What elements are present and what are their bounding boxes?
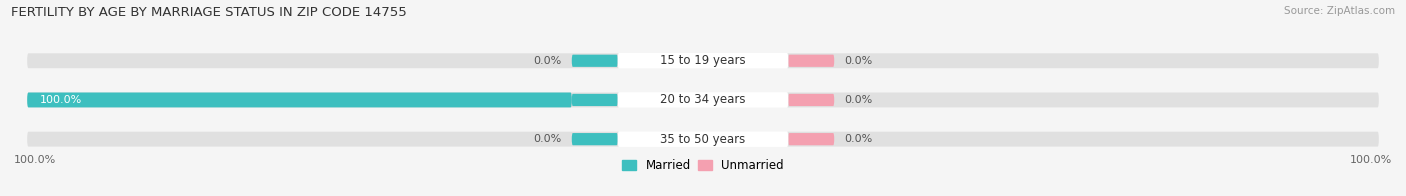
FancyBboxPatch shape <box>27 93 572 107</box>
Text: FERTILITY BY AGE BY MARRIAGE STATUS IN ZIP CODE 14755: FERTILITY BY AGE BY MARRIAGE STATUS IN Z… <box>11 6 406 19</box>
Text: Source: ZipAtlas.com: Source: ZipAtlas.com <box>1284 6 1395 16</box>
Text: 15 to 19 years: 15 to 19 years <box>661 54 745 67</box>
Text: 35 to 50 years: 35 to 50 years <box>661 133 745 146</box>
Text: 0.0%: 0.0% <box>844 134 872 144</box>
FancyBboxPatch shape <box>27 132 1379 147</box>
Text: 0.0%: 0.0% <box>534 56 562 66</box>
Text: 0.0%: 0.0% <box>844 56 872 66</box>
Text: 100.0%: 100.0% <box>14 154 56 165</box>
FancyBboxPatch shape <box>27 53 1379 68</box>
Text: 100.0%: 100.0% <box>41 95 83 105</box>
FancyBboxPatch shape <box>617 131 789 147</box>
FancyBboxPatch shape <box>789 55 834 67</box>
FancyBboxPatch shape <box>617 92 789 108</box>
FancyBboxPatch shape <box>789 133 834 145</box>
Text: 20 to 34 years: 20 to 34 years <box>661 93 745 106</box>
FancyBboxPatch shape <box>572 133 617 145</box>
Legend: Married, Unmarried: Married, Unmarried <box>617 154 789 177</box>
FancyBboxPatch shape <box>789 94 834 106</box>
FancyBboxPatch shape <box>572 94 617 106</box>
Text: 100.0%: 100.0% <box>1350 154 1392 165</box>
FancyBboxPatch shape <box>27 93 1379 107</box>
FancyBboxPatch shape <box>617 53 789 69</box>
Text: 0.0%: 0.0% <box>534 134 562 144</box>
FancyBboxPatch shape <box>572 55 617 67</box>
Text: 0.0%: 0.0% <box>844 95 872 105</box>
